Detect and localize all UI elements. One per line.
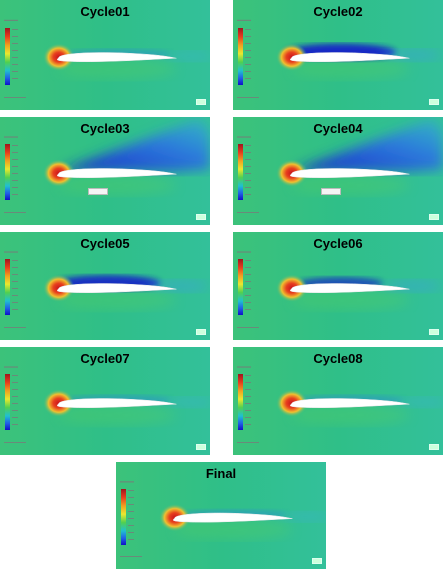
colorbar-ticks — [12, 260, 22, 316]
footer-caption — [4, 327, 26, 328]
corner-logo — [429, 444, 439, 450]
colorbar-ticks — [245, 375, 255, 431]
colorbar-ticks — [245, 145, 255, 201]
colorbar-ticks — [12, 145, 22, 201]
pressure-region — [291, 59, 410, 80]
airfoil-shape — [289, 283, 410, 293]
colorbar — [238, 259, 243, 315]
legend-header — [237, 19, 251, 21]
pressure-region — [291, 405, 410, 426]
suction-wake-region — [291, 119, 443, 172]
airfoil-shape — [56, 52, 177, 63]
panel-final: Final — [116, 462, 326, 569]
contour-field — [233, 117, 443, 225]
pressure-region — [58, 175, 177, 196]
airfoil-shape — [56, 398, 177, 408]
panel-cycle02: Cycle02 — [233, 0, 443, 110]
colorbar — [238, 144, 243, 200]
pressure-region — [58, 59, 177, 80]
legend-header — [4, 366, 18, 368]
legend-header — [237, 251, 251, 253]
wake-region — [280, 511, 326, 522]
panel-title: Cycle06 — [313, 236, 363, 251]
panel-cycle03: Cycle03 — [0, 117, 210, 225]
probe-label — [321, 188, 341, 195]
contour-field — [0, 0, 210, 110]
panel-cycle01: Cycle01 — [0, 0, 210, 110]
corner-logo — [429, 214, 439, 220]
footer-caption — [4, 442, 26, 443]
panel-title: Cycle02 — [313, 4, 363, 19]
contour-field — [233, 232, 443, 340]
corner-logo — [196, 214, 206, 220]
wake-region — [397, 397, 443, 408]
footer-caption — [237, 212, 259, 213]
panel-cycle06: Cycle06 — [233, 232, 443, 340]
panel-cycle05: Cycle05 — [0, 232, 210, 340]
legend-header — [237, 366, 251, 368]
pressure-region — [291, 290, 410, 311]
airfoil-shape — [289, 52, 410, 63]
contour-field — [0, 232, 210, 340]
colorbar-ticks — [245, 260, 255, 316]
panel-title: Cycle03 — [80, 121, 130, 136]
contour-field — [0, 117, 210, 225]
contour-field — [233, 347, 443, 455]
colorbar — [5, 259, 10, 315]
corner-logo — [429, 329, 439, 335]
footer-caption — [4, 97, 26, 98]
colorbar — [5, 144, 10, 200]
corner-logo — [196, 444, 206, 450]
footer-caption — [4, 212, 26, 213]
colorbar — [5, 28, 10, 85]
contour-field — [116, 462, 326, 569]
contour-field — [0, 347, 210, 455]
legend-header — [4, 19, 18, 21]
pressure-region — [58, 290, 177, 311]
contour-field — [233, 0, 443, 110]
airfoil-shape — [289, 168, 410, 178]
corner-logo — [196, 329, 206, 335]
legend-header — [237, 136, 251, 138]
legend-header — [4, 251, 18, 253]
airfoil-shape — [56, 283, 177, 293]
pressure-region — [174, 519, 293, 540]
panel-title: Cycle01 — [80, 4, 130, 19]
panel-cycle08: Cycle08 — [233, 347, 443, 455]
probe-label — [88, 188, 108, 195]
panel-title: Final — [205, 466, 237, 481]
pressure-region — [291, 175, 410, 196]
airfoil-shape — [172, 512, 293, 523]
colorbar — [238, 374, 243, 430]
wake-region — [164, 397, 210, 408]
corner-logo — [196, 99, 206, 105]
footer-caption — [237, 97, 259, 98]
panel-title: Cycle08 — [313, 351, 363, 366]
wake-region — [164, 51, 210, 62]
corner-logo — [429, 99, 439, 105]
airfoil-shape — [289, 398, 410, 408]
panel-title: Cycle07 — [80, 351, 130, 366]
colorbar — [121, 489, 126, 545]
colorbar-ticks — [12, 29, 22, 85]
panel-cycle04: Cycle04 — [233, 117, 443, 225]
footer-caption — [237, 327, 259, 328]
corner-logo — [312, 558, 322, 564]
airfoil-shape — [56, 168, 177, 178]
colorbar-ticks — [12, 375, 22, 431]
suction-wake-region — [58, 119, 210, 172]
pressure-region — [58, 405, 177, 426]
legend-header — [120, 481, 134, 483]
footer-caption — [120, 556, 142, 557]
colorbar — [238, 28, 243, 85]
colorbar — [5, 374, 10, 430]
legend-header — [4, 136, 18, 138]
panel-cycle07: Cycle07 — [0, 347, 210, 455]
panel-title: Cycle05 — [80, 236, 130, 251]
colorbar-ticks — [245, 29, 255, 85]
panel-title: Cycle04 — [313, 121, 363, 136]
colorbar-ticks — [128, 490, 138, 546]
footer-caption — [237, 442, 259, 443]
